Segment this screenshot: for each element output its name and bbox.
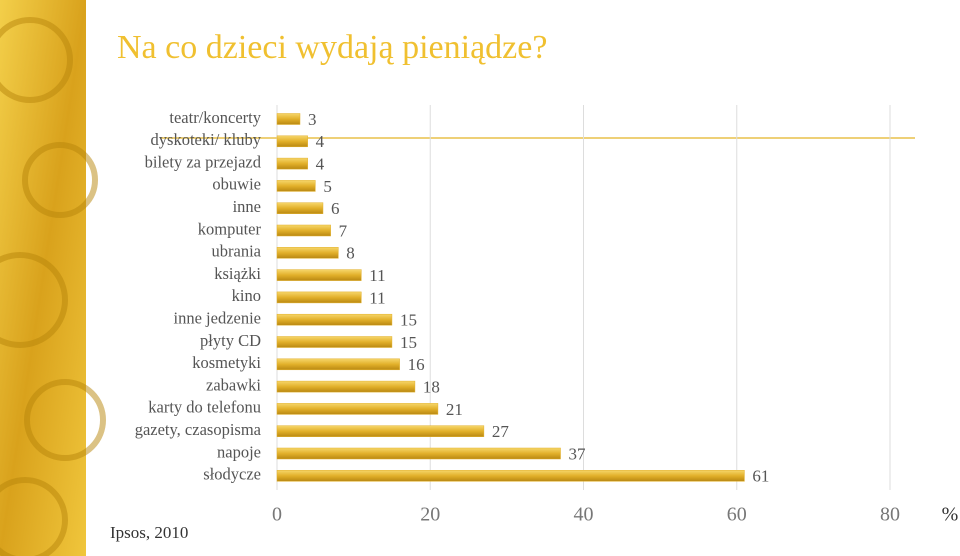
bar: [276, 425, 485, 437]
value-label: 27: [492, 422, 510, 441]
y-tick-label: napoje: [217, 442, 261, 461]
value-label: 11: [369, 266, 385, 285]
bar: [276, 470, 745, 482]
bar: [276, 113, 301, 125]
bar: [276, 135, 308, 148]
bar: [276, 224, 331, 237]
y-tick-label: karty do telefonu: [148, 398, 261, 417]
bar: [276, 447, 561, 460]
bar: [276, 336, 393, 348]
bar: [276, 358, 400, 371]
y-tick-label: słodycze: [203, 465, 261, 484]
y-tick-label: książki: [214, 264, 261, 283]
y-tick-label: komputer: [198, 219, 262, 238]
value-label: 15: [400, 311, 417, 330]
value-label: 61: [752, 467, 769, 486]
x-tick-label: 40: [574, 504, 594, 526]
x-tick-label: 20: [420, 504, 440, 526]
bar: [276, 291, 362, 304]
source: Ipsos, 2010: [110, 523, 188, 542]
bar: [276, 157, 308, 170]
y-tick-label: bilety za przejazd: [145, 152, 262, 171]
y-tick-label: inne: [233, 197, 261, 216]
decor-strip: [0, 0, 86, 556]
value-label: 37: [569, 444, 587, 463]
bar: [276, 313, 393, 326]
x-tick-label: 80: [880, 504, 900, 526]
bar: [276, 403, 439, 415]
bar: [276, 202, 324, 214]
bar: [276, 180, 316, 192]
y-tick-label: obuwie: [212, 175, 261, 194]
value-label: 5: [323, 177, 332, 196]
y-tick-label: płyty CD: [200, 331, 261, 350]
value-label: 7: [339, 221, 348, 240]
y-tick-label: dyskoteki/ kluby: [151, 130, 262, 149]
value-label: 21: [446, 400, 463, 419]
y-tick-label: gazety, czasopisma: [135, 420, 262, 439]
bar: [276, 269, 362, 281]
y-tick-label: teatr/koncerty: [169, 108, 261, 127]
value-label: 3: [308, 110, 317, 129]
value-label: 15: [400, 333, 417, 352]
value-label: 16: [408, 355, 425, 374]
value-label: 18: [423, 378, 440, 397]
chart-title: Na co dzieci wydają pieniądze?: [117, 29, 547, 66]
value-label: 8: [346, 244, 355, 263]
y-tick-label: inne jedzenie: [174, 308, 262, 327]
x-axis-label: %: [942, 504, 959, 526]
x-tick-label: 0: [272, 504, 282, 526]
y-tick-label: zabawki: [206, 375, 261, 394]
value-label: 4: [316, 132, 325, 151]
value-label: 11: [369, 288, 385, 307]
y-tick-label: kosmetyki: [192, 353, 261, 372]
x-tick-label: 60: [727, 504, 747, 526]
y-tick-label: ubrania: [212, 242, 262, 261]
value-label: 4: [316, 155, 325, 174]
bar: [276, 380, 416, 393]
y-tick-label: kino: [232, 286, 261, 305]
decor-coins: [0, 17, 106, 556]
value-label: 6: [331, 199, 340, 218]
bar: [276, 247, 339, 259]
